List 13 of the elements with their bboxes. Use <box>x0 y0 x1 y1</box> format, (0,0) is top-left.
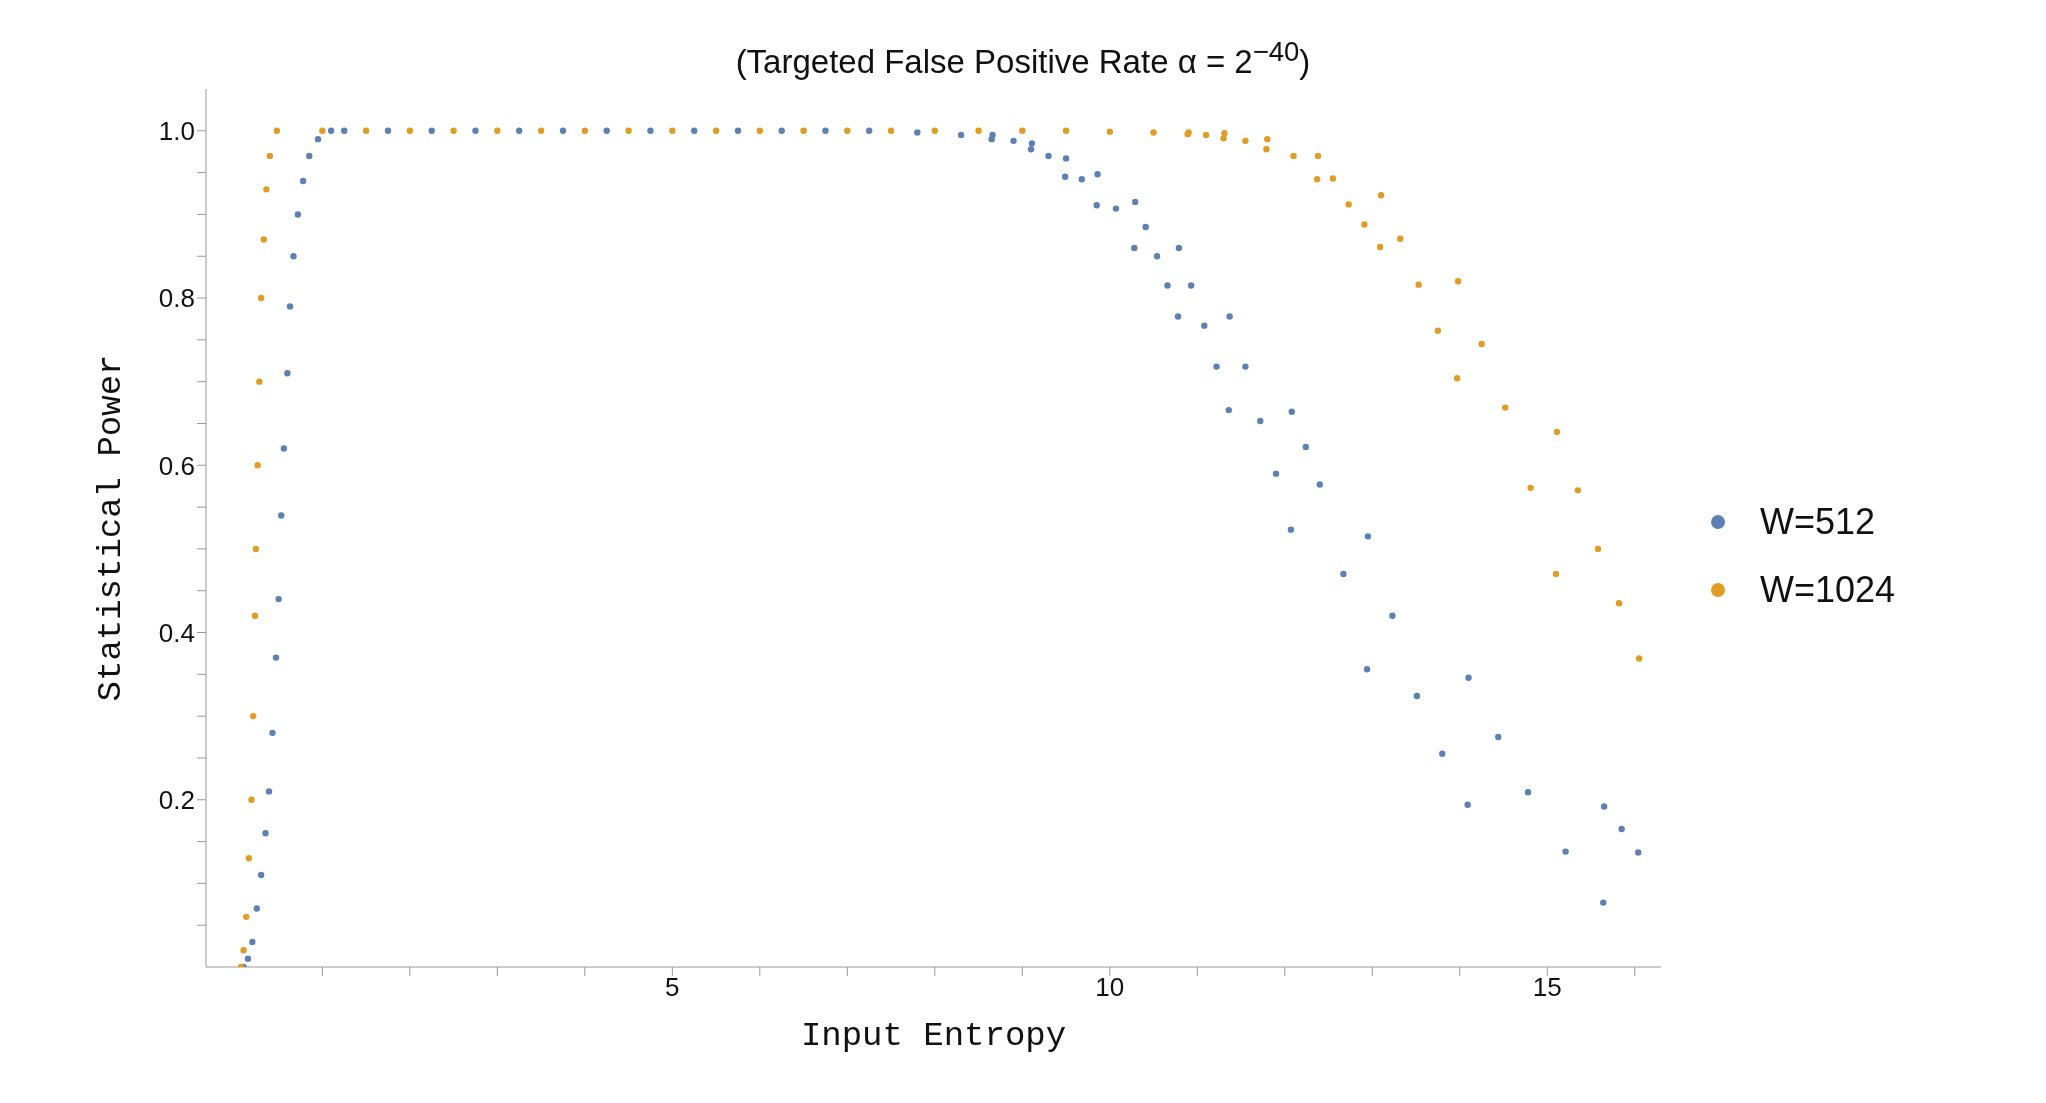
y-tick-label: 0.8 <box>158 283 195 314</box>
x-tick-label: 5 <box>665 972 680 1003</box>
legend-label: W=512 <box>1760 501 1876 543</box>
y-tick-label: 1.0 <box>158 116 195 147</box>
y-tick-label: 0.4 <box>158 617 195 648</box>
legend-label: W=1024 <box>1760 569 1896 611</box>
y-axis-title: Statistical Power <box>92 354 131 702</box>
y-tick-label: 0.2 <box>158 784 195 815</box>
x-axis-title: Input Entropy <box>800 1017 1067 1055</box>
chart-title: (Targeted False Positive Rate α = 2$^{−40}$) <box>734 36 1312 81</box>
x-tick-label: 15 <box>1532 972 1562 1003</box>
x-tick-label: 10 <box>1095 972 1125 1003</box>
y-tick-label: 0.6 <box>158 450 195 481</box>
